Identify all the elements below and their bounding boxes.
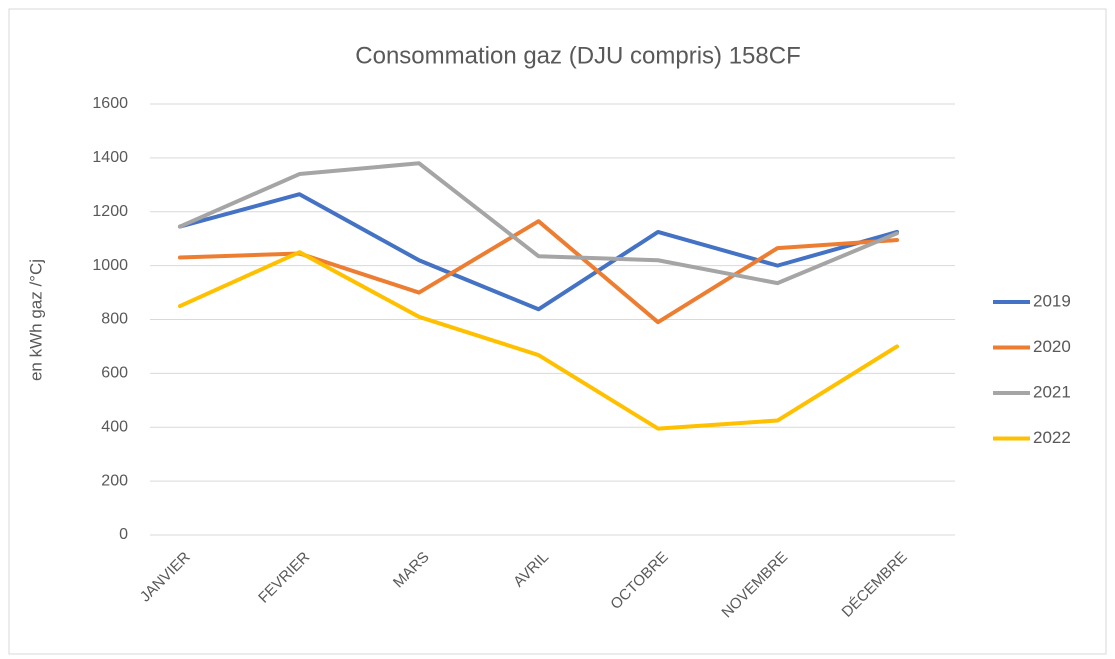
- y-tick-label: 0: [119, 526, 128, 543]
- series-line: [178, 161, 899, 286]
- y-tick-label: 400: [101, 418, 128, 435]
- y-tick-label: 600: [101, 365, 128, 382]
- legend-label: 2021: [1033, 382, 1071, 401]
- y-tick-label: 800: [101, 311, 128, 328]
- chart-title: Consommation gaz (DJU compris) 158CF: [355, 42, 800, 69]
- y-axis-label: en kWh gaz /°Cj: [26, 259, 45, 381]
- y-tick-label: 1400: [92, 149, 128, 166]
- legend-label: 2022: [1033, 428, 1071, 447]
- chart-border: [8, 8, 1107, 655]
- legend-label: 2019: [1033, 291, 1071, 310]
- series-line: [178, 250, 899, 431]
- y-tick-label: 1000: [92, 257, 128, 274]
- series-line: [178, 192, 899, 312]
- legend-label: 2020: [1033, 337, 1071, 356]
- y-tick-label: 1600: [92, 95, 128, 112]
- y-tick-label: 200: [101, 472, 128, 489]
- y-tick-label: 1200: [92, 203, 128, 220]
